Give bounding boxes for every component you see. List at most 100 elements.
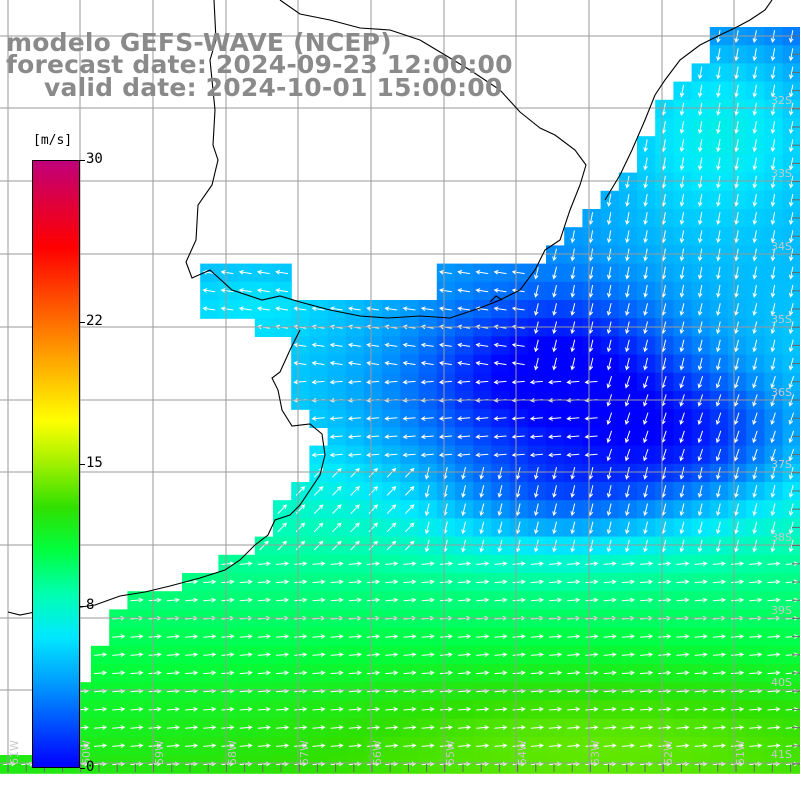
wind-arrow <box>567 579 581 585</box>
wind-arrow <box>312 579 326 585</box>
wind-arrow <box>311 379 325 385</box>
wind-arrow <box>697 503 703 517</box>
wind-arrow <box>788 48 794 62</box>
wind-arrow <box>606 448 613 462</box>
wind-arrow <box>606 539 612 553</box>
wind-arrow <box>368 504 379 514</box>
wind-arrow <box>529 416 543 421</box>
wind-arrow <box>588 284 594 298</box>
wind-arrow <box>585 725 599 730</box>
wind-arrow <box>402 452 416 458</box>
wind-arrow <box>788 175 794 189</box>
longitude-label: 52W <box>662 740 675 765</box>
wind-arrow <box>275 288 289 293</box>
wind-arrow <box>534 539 539 553</box>
wind-arrow <box>276 670 290 676</box>
wind-arrow <box>367 634 381 639</box>
wind-arrow <box>697 303 703 316</box>
colorbar <box>32 160 80 768</box>
wind-arrow <box>203 634 217 639</box>
wind-arrow <box>512 706 526 712</box>
wind-arrow <box>493 288 507 293</box>
colorbar-tick-label: 22 <box>86 313 103 330</box>
wind-arrow <box>330 579 344 585</box>
wind-arrow <box>566 452 580 458</box>
wind-arrow <box>770 84 776 98</box>
wind-arrow <box>530 597 544 603</box>
wind-arrow <box>552 539 557 553</box>
wind-arrow <box>384 342 398 348</box>
wind-arrow <box>697 339 703 353</box>
wind-arrow <box>421 652 435 658</box>
wind-arrow <box>679 466 685 480</box>
wind-arrow <box>749 597 763 603</box>
wind-arrow <box>770 448 776 462</box>
wind-arrow <box>676 725 690 730</box>
wind-arrow <box>384 306 398 311</box>
wind-arrow <box>403 579 417 585</box>
wind-arrow <box>712 597 726 603</box>
wind-arrow <box>384 379 398 385</box>
wind-arrow <box>552 357 557 371</box>
wind-arrow <box>329 342 343 348</box>
wind-arrow <box>479 521 485 535</box>
wind-arrow <box>731 670 745 676</box>
wind-arrow <box>494 561 508 567</box>
wind-arrow <box>621 579 635 585</box>
wind-arrow <box>366 379 380 385</box>
wind-arrow <box>585 579 599 585</box>
wind-arrow <box>494 725 508 730</box>
wind-arrow <box>239 561 253 567</box>
wind-arrow <box>697 466 703 480</box>
wind-arrow <box>385 706 399 712</box>
wind-arrow <box>694 597 708 603</box>
wind-arrow <box>606 339 612 353</box>
wind-arrow <box>294 579 308 585</box>
wind-arrow <box>238 269 252 275</box>
wind-arrow <box>585 597 599 603</box>
wind-arrow <box>312 634 326 639</box>
wind-arrow <box>386 486 397 496</box>
wind-arrow <box>497 485 503 498</box>
wind-arrow <box>348 670 362 676</box>
wind-arrow <box>332 504 342 514</box>
wind-arrow <box>625 357 630 371</box>
wind-arrow <box>534 266 539 280</box>
wind-arrow <box>511 342 525 348</box>
wind-arrow <box>788 230 794 244</box>
wind-arrow <box>257 706 271 712</box>
wind-arrow <box>697 84 703 98</box>
wind-arrow <box>238 288 252 293</box>
wind-arrow <box>606 212 612 226</box>
wind-arrow <box>424 503 430 517</box>
wind-arrow <box>621 743 635 749</box>
wind-arrow <box>570 266 576 280</box>
wind-arrow <box>658 597 672 603</box>
wind-arrow <box>752 84 758 98</box>
wind-arrow <box>479 466 485 480</box>
wind-arrow <box>697 521 703 535</box>
wind-arrow <box>606 485 612 498</box>
wind-arrow <box>770 212 776 226</box>
wind-arrow <box>603 670 617 676</box>
wind-arrow <box>643 303 648 316</box>
wind-arrow <box>457 342 471 348</box>
wind-arrow <box>221 743 235 749</box>
wind-arrow <box>788 521 794 535</box>
wind-arrow <box>679 303 685 316</box>
forecast-date: forecast date: 2024-09-23 12:00:00 <box>6 50 513 79</box>
wind-arrow <box>624 448 631 462</box>
wind-arrow <box>752 266 758 280</box>
wind-arrow <box>515 539 521 553</box>
wind-arrow <box>679 121 685 135</box>
wind-arrow <box>788 503 794 517</box>
wind-arrow <box>257 634 271 639</box>
wind-arrow <box>476 561 490 567</box>
wind-arrow <box>752 230 758 244</box>
wind-arrow <box>767 634 781 639</box>
wind-arrow <box>148 725 162 730</box>
wind-arrow <box>458 597 472 603</box>
wind-arrow <box>475 452 489 458</box>
wind-arrow <box>256 269 270 275</box>
wind-arrow <box>658 634 672 639</box>
